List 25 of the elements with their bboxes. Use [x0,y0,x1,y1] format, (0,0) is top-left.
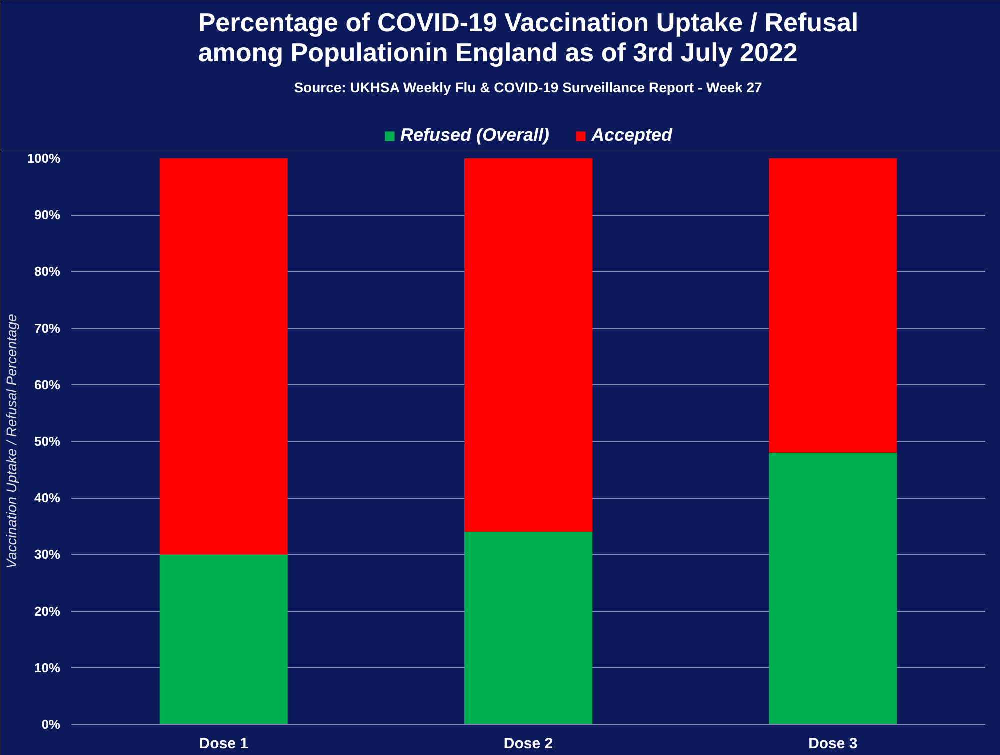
y-tick-label: 100% [27,151,61,166]
y-tick-label: 20% [34,604,61,619]
bar [769,158,898,453]
y-tick-label: 70% [34,320,61,336]
bar [464,532,592,724]
chart-subtitle: Source: UKHSA Weekly Flu & COVID-19 Surveillance Report - Week 27 [294,80,763,96]
bar [160,158,288,555]
y-tick-label: 40% [34,490,61,506]
y-tick-label: 60% [34,377,61,392]
y-tick-label: 50% [34,434,61,449]
legend-label: Refused (Overall) [400,125,550,146]
bar [769,452,898,724]
bar [160,554,288,724]
y-tick-label: 0% [42,717,61,732]
legend-label: Accepted [592,125,673,146]
y-axis-title: Vaccination Uptake / Refusal Percentage [3,314,20,569]
y-tick-label: 90% [34,208,61,223]
y-tick-label: 10% [34,660,61,676]
x-tick-label: Dose 1 [199,736,248,752]
chart-title: Percentage of COVID-19 Vaccination Uptake / Refusal among Populationin England as of 3rd July 2022 [198,8,859,68]
x-tick-label: Dose 3 [808,736,858,752]
y-tick-label: 80% [34,264,61,280]
x-tick-label: Dose 2 [504,736,554,752]
bar [464,158,592,532]
y-tick-label: 30% [34,547,61,562]
